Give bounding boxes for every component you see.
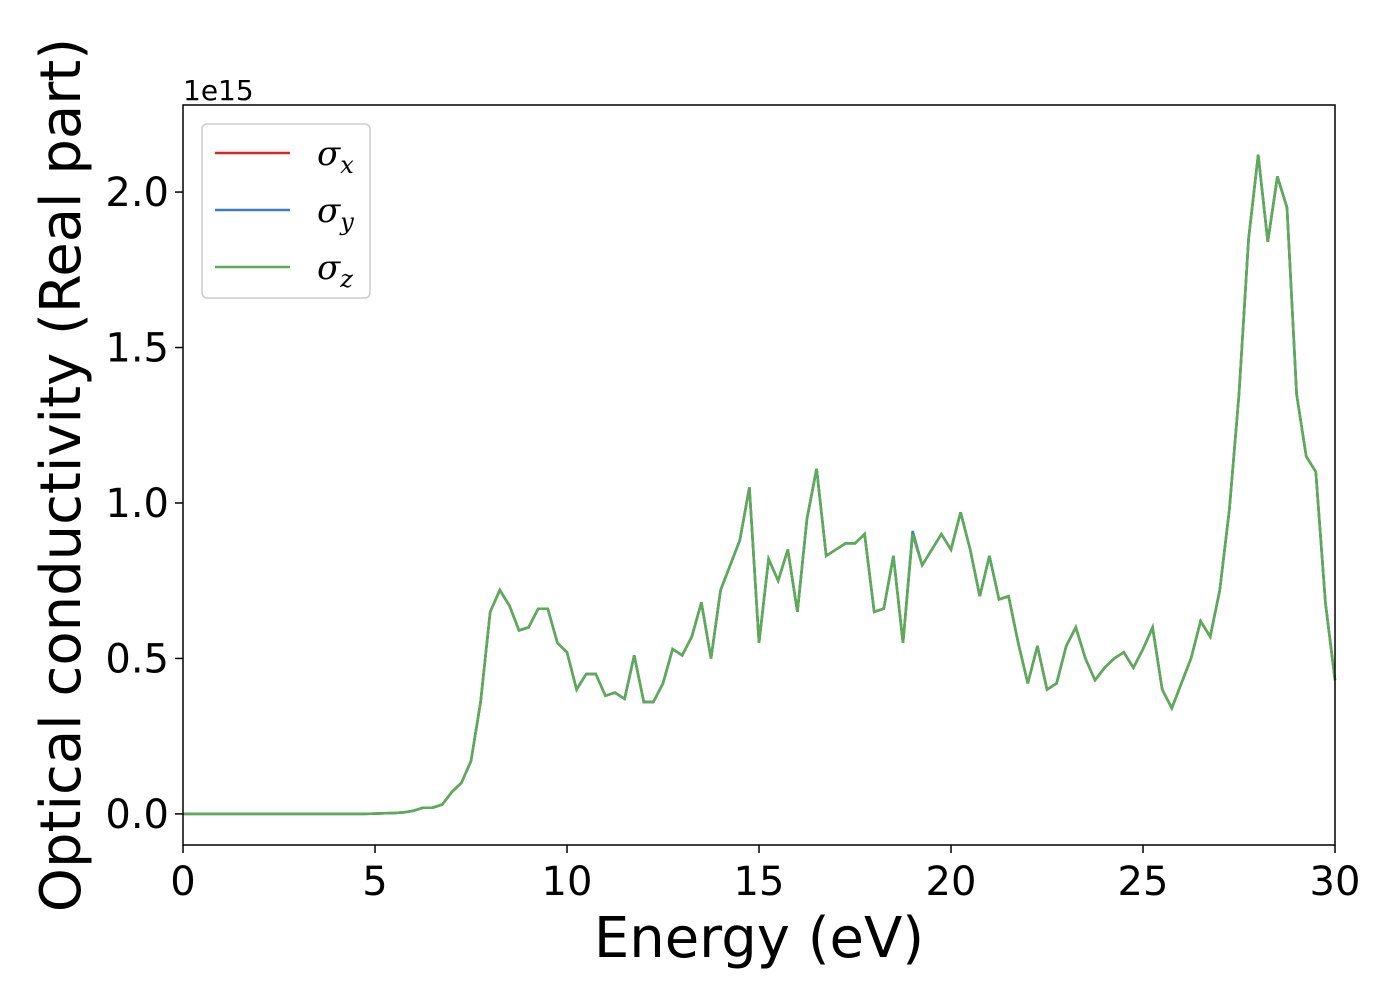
y-tick-label: 2.0: [105, 170, 169, 216]
legend-label: σx: [317, 134, 354, 179]
x-tick-label: 20: [926, 859, 977, 905]
x-tick-label: 5: [362, 859, 387, 905]
x-tick-label: 15: [734, 859, 785, 905]
y-tick-label: 1.5: [105, 326, 169, 372]
legend: σx σy σz: [201, 123, 371, 299]
x-tick-label: 10: [542, 859, 593, 905]
x-tick-label: 0: [170, 859, 195, 905]
legend-label: σy: [317, 191, 354, 236]
y-tick-label: 0.5: [105, 636, 169, 682]
y-tick-label: 0.0: [105, 792, 169, 838]
x-axis-label: Energy (eV): [594, 906, 924, 971]
y-offset-label: 1e15: [183, 74, 254, 107]
x-tick-label: 25: [1118, 859, 1169, 905]
y-tick-label: 1.0: [105, 481, 169, 527]
legend-label: σz: [317, 248, 353, 293]
series-line: [183, 154, 1337, 816]
y-axis-label: Optical conductivity (Real part): [29, 38, 94, 912]
plot-frame: [182, 104, 1336, 846]
x-tick-label: 30: [1310, 859, 1361, 905]
